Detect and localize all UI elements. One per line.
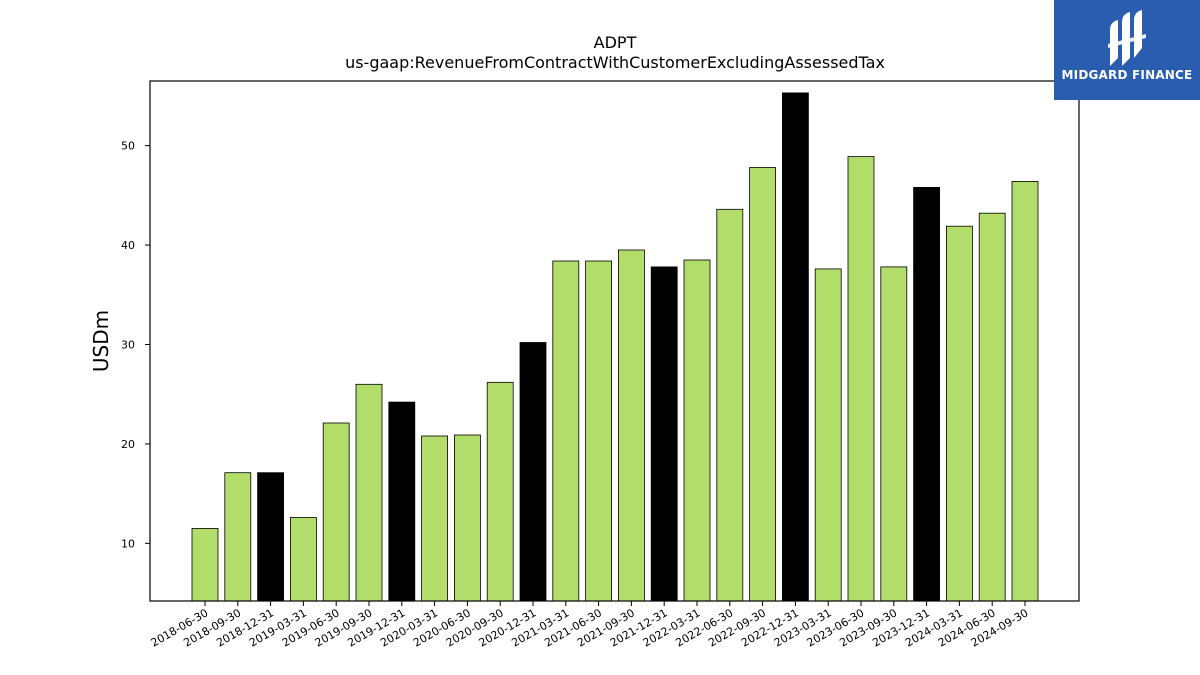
y-tick-label: 30 (121, 338, 135, 351)
bar-2022-09-30 (749, 167, 776, 602)
bar-2021-06-30 (585, 260, 612, 602)
bar-2020-06-30 (453, 434, 481, 602)
bars-group (191, 92, 1039, 602)
bar-2024-06-30 (978, 212, 1006, 602)
bar-2024-03-31 (946, 225, 973, 602)
bar-2021-03-31 (552, 260, 580, 602)
y-tick-label: 20 (121, 438, 135, 451)
x-axis-ticks: 2018-06-302018-09-302018-12-312019-03-31… (149, 601, 1031, 650)
y-tick-label: 10 (121, 537, 135, 550)
logo-text: MIDGARD FINANCE (1061, 68, 1193, 82)
y-tick-label: 50 (121, 140, 135, 153)
bar-2023-09-30 (880, 266, 908, 602)
bar-2019-03-31 (289, 517, 317, 602)
bar-2024-09-30 (1011, 180, 1039, 602)
bar-2018-12-31 (257, 472, 285, 602)
bar-2021-12-31 (650, 266, 678, 602)
midgard-finance-logo: MIDGARD FINANCE (1054, 0, 1200, 100)
bar-2023-12-31 (913, 186, 940, 602)
bar-2019-06-30 (322, 422, 350, 602)
bar-2022-06-30 (716, 208, 744, 602)
bar-2022-03-31 (683, 259, 711, 602)
bar-2021-09-30 (618, 249, 645, 602)
bar-2018-09-30 (224, 472, 252, 602)
bar-2019-12-31 (388, 401, 416, 602)
chart-subtitle: us-gaap:RevenueFromContractWithCustomerE… (345, 53, 885, 72)
chart-title: ADPT (594, 33, 637, 52)
bar-2022-12-31 (782, 92, 809, 602)
bar-2020-09-30 (486, 381, 514, 602)
bar-2019-09-30 (355, 383, 383, 602)
bar-2023-06-30 (847, 156, 875, 602)
y-axis-label: USDm (89, 310, 113, 372)
plot-frame (149, 80, 1080, 602)
y-tick-label: 40 (121, 239, 135, 252)
midgard-logo-icon (1108, 10, 1146, 66)
y-axis-ticks: 10 20 30 40 50 (121, 140, 150, 550)
bar-2018-06-30 (191, 528, 219, 602)
bar-2020-12-31 (519, 342, 547, 602)
bar-2023-03-31 (814, 268, 842, 602)
bar-2020-03-31 (421, 435, 449, 602)
